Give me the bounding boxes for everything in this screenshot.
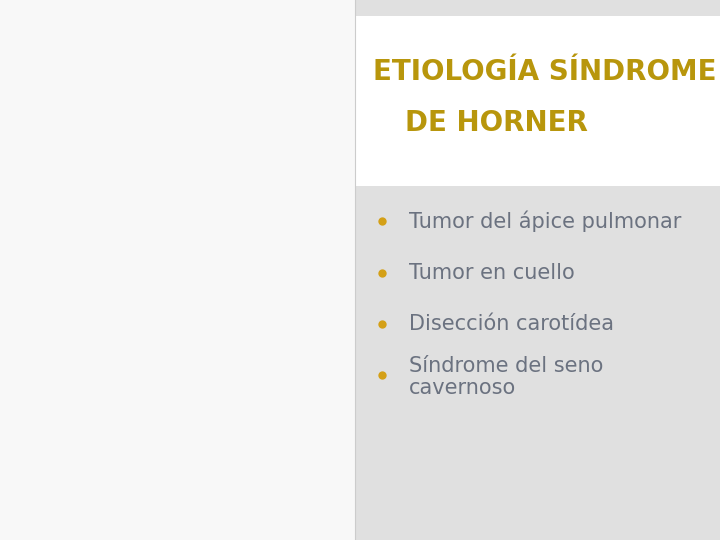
Text: DE HORNER: DE HORNER (405, 109, 588, 137)
Bar (0, 0, 355, 540)
Text: Síndrome del seno: Síndrome del seno (409, 356, 603, 376)
Text: Disección carotídea: Disección carotídea (409, 314, 614, 334)
Text: Tumor del ápice pulmonar: Tumor del ápice pulmonar (409, 211, 681, 232)
Text: ETIOLOGÍA SÍNDROME: ETIOLOGÍA SÍNDROME (373, 58, 716, 85)
Bar (355, 16, 720, 186)
Bar (355, 0, 720, 540)
Text: Tumor en cuello: Tumor en cuello (409, 262, 575, 283)
Text: cavernoso: cavernoso (409, 377, 516, 398)
